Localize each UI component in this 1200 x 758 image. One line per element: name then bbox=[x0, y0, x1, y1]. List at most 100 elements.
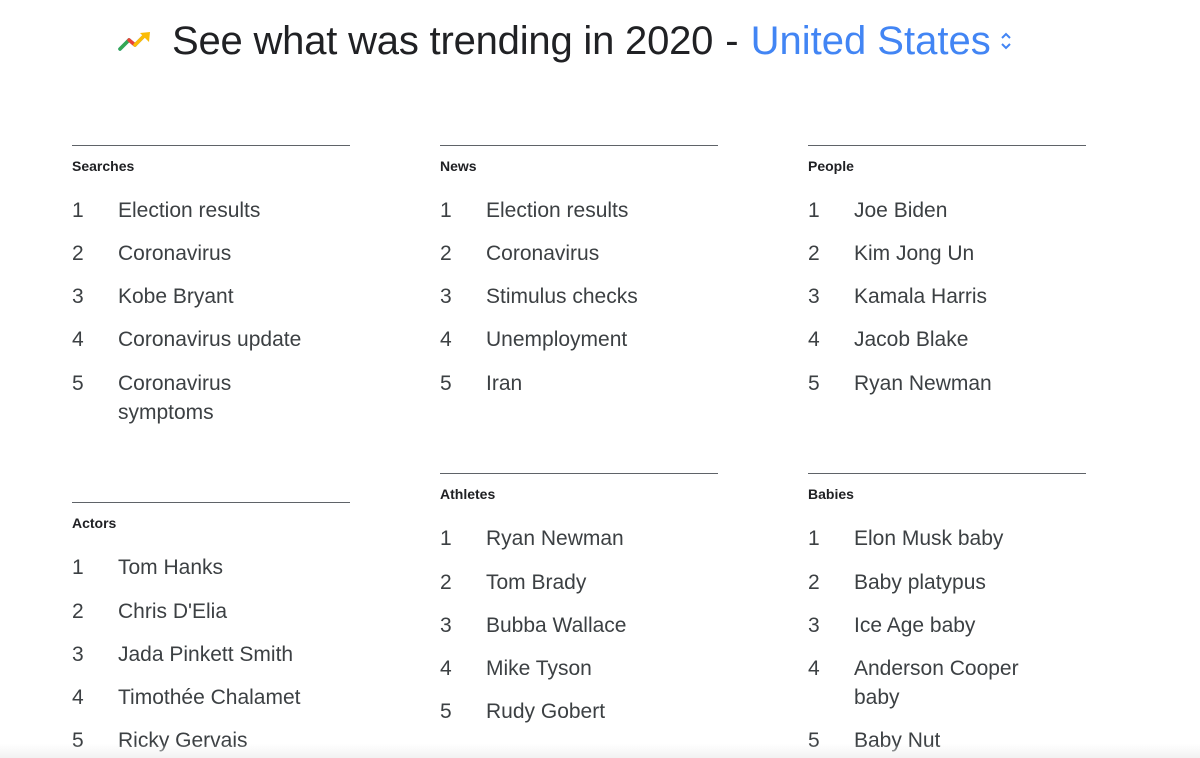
list-item[interactable]: 2 Kim Jong Un bbox=[808, 239, 1086, 282]
rank-number: 4 bbox=[440, 328, 452, 351]
rank-number: 1 bbox=[440, 527, 452, 550]
rank-number: 1 bbox=[808, 527, 820, 550]
rank-number: 3 bbox=[440, 614, 452, 637]
item-label: Tom Hanks bbox=[118, 556, 224, 579]
item-label: Ice Age baby bbox=[854, 614, 976, 637]
rank-number: 4 bbox=[808, 657, 820, 680]
list-item[interactable]: 3 Jada Pinkett Smith bbox=[72, 640, 350, 683]
list-item[interactable]: 3 Kamala Harris bbox=[808, 282, 1086, 325]
list-item[interactable]: 2 Tom Brady bbox=[440, 568, 718, 611]
page-title: See what was trending in 2020 bbox=[172, 18, 714, 63]
list-item[interactable]: 5 Baby Nut bbox=[808, 726, 1086, 755]
section-title: News bbox=[440, 158, 477, 174]
list-item[interactable]: 5 Ricky Gervais bbox=[72, 726, 350, 755]
title-separator: - bbox=[725, 18, 739, 63]
section-title: Babies bbox=[808, 486, 854, 502]
section-news: News 1 Election results 2 Coronavirus 3 Sti… bbox=[440, 145, 718, 398]
section-divider bbox=[72, 145, 350, 146]
list-item[interactable]: 2 Baby platypus bbox=[808, 568, 1086, 611]
list-item[interactable]: 1 Tom Hanks bbox=[72, 553, 350, 597]
list-item[interactable]: 1 Ryan Newman bbox=[440, 524, 718, 568]
list-item[interactable]: 1 Elon Musk baby bbox=[808, 524, 1086, 568]
rank-number: 2 bbox=[440, 571, 452, 594]
item-label: Iran bbox=[486, 372, 523, 395]
list-item[interactable]: 4 Anderson Cooper baby bbox=[808, 654, 1086, 726]
item-label: Timothée Chalamet bbox=[118, 686, 301, 709]
section-searches: Searches 1 Election results 2 Coronavirus … bbox=[72, 145, 350, 427]
rank-number: 4 bbox=[808, 328, 820, 351]
list-item[interactable]: 4 Coronavirus update bbox=[72, 325, 350, 369]
trending-up-icon bbox=[118, 32, 150, 51]
item-label: Ryan Newman bbox=[486, 527, 624, 550]
section-divider bbox=[440, 473, 718, 474]
item-label: Coronavirus update bbox=[118, 328, 302, 351]
section-title: People bbox=[808, 158, 854, 174]
list-item[interactable]: 5 Rudy Gobert bbox=[440, 697, 718, 726]
item-label: Baby Nut bbox=[854, 729, 941, 752]
list-item[interactable]: 4 Timothée Chalamet bbox=[72, 683, 350, 726]
item-label: Ryan Newman bbox=[854, 372, 992, 395]
rank-number: 2 bbox=[440, 242, 452, 265]
list-item[interactable]: 3 Bubba Wallace bbox=[440, 611, 718, 654]
list-item[interactable]: 2 Coronavirus bbox=[72, 239, 350, 282]
list-item[interactable]: 1 Election results bbox=[72, 196, 350, 239]
item-label: Baby platypus bbox=[854, 571, 986, 594]
section-people: People 1 Joe Biden 2 Kim Jong Un 3 Kamala H… bbox=[808, 145, 1086, 398]
item-label: Kim Jong Un bbox=[854, 242, 975, 265]
rank-number: 4 bbox=[72, 328, 84, 351]
list-item[interactable]: 4 Jacob Blake bbox=[808, 325, 1086, 369]
item-label: Election results bbox=[118, 199, 261, 222]
trend-list: 1 Tom Hanks 2 Chris D'Elia 3 Jada Pinkett S… bbox=[72, 553, 350, 755]
list-item[interactable]: 3 Ice Age baby bbox=[808, 611, 1086, 654]
item-label: Anderson Cooper baby bbox=[854, 657, 1019, 709]
rank-number: 4 bbox=[72, 686, 84, 709]
list-item[interactable]: 1 Election results bbox=[440, 196, 718, 239]
section-title: Athletes bbox=[440, 486, 496, 502]
list-item[interactable]: 2 Chris D'Elia bbox=[72, 597, 350, 640]
item-label: Tom Brady bbox=[486, 571, 587, 594]
rank-number: 2 bbox=[808, 242, 820, 265]
item-label: Jada Pinkett Smith bbox=[118, 643, 294, 666]
section-athletes: Athletes 1 Ryan Newman 2 Tom Brady 3 Bubba … bbox=[440, 473, 718, 726]
page-header: See what was trending in 2020 - United S… bbox=[118, 16, 1013, 66]
list-item[interactable]: 2 Coronavirus bbox=[440, 239, 718, 282]
up-down-chevron-icon bbox=[1000, 32, 1011, 50]
list-item[interactable]: 4 Mike Tyson bbox=[440, 654, 718, 697]
trend-list: 1 Joe Biden 2 Kim Jong Un 3 Kamala Harris 4… bbox=[808, 196, 1086, 398]
rank-number: 5 bbox=[808, 372, 820, 395]
item-label: Jacob Blake bbox=[854, 328, 969, 351]
item-label: Stimulus checks bbox=[486, 285, 638, 308]
region-selector[interactable]: United States bbox=[751, 19, 1013, 64]
item-label: Kamala Harris bbox=[854, 285, 988, 308]
item-label: Election results bbox=[486, 199, 629, 222]
section-divider bbox=[808, 145, 1086, 146]
item-label: Ricky Gervais bbox=[118, 729, 248, 752]
trend-list: 1 Elon Musk baby 2 Baby platypus 3 Ice Age … bbox=[808, 524, 1086, 755]
section-babies: Babies 1 Elon Musk baby 2 Baby platypus 3 I… bbox=[808, 473, 1086, 755]
item-label: Unemployment bbox=[486, 328, 628, 351]
section-divider bbox=[808, 473, 1086, 474]
rank-number: 5 bbox=[440, 700, 452, 723]
rank-number: 4 bbox=[440, 657, 452, 680]
list-item[interactable]: 4 Unemployment bbox=[440, 325, 718, 369]
section-actors: Actors 1 Tom Hanks 2 Chris D'Elia 3 Jada Pi… bbox=[72, 502, 350, 755]
list-item[interactable]: 5 Coronavirus symptoms bbox=[72, 369, 350, 427]
trend-list: 1 Election results 2 Coronavirus 3 Kobe Bry… bbox=[72, 196, 350, 427]
list-item[interactable]: 3 Stimulus checks bbox=[440, 282, 718, 325]
trend-list: 1 Ryan Newman 2 Tom Brady 3 Bubba Wallace 4… bbox=[440, 524, 718, 726]
rank-number: 5 bbox=[72, 729, 84, 752]
rank-number: 3 bbox=[808, 614, 820, 637]
rank-number: 3 bbox=[808, 285, 820, 308]
list-item[interactable]: 5 Ryan Newman bbox=[808, 369, 1086, 398]
item-label: Joe Biden bbox=[854, 199, 948, 222]
item-label: Coronavirus symptoms bbox=[118, 372, 232, 424]
rank-number: 5 bbox=[440, 372, 452, 395]
rank-number: 5 bbox=[72, 372, 84, 395]
list-item[interactable]: 3 Kobe Bryant bbox=[72, 282, 350, 325]
list-item[interactable]: 5 Iran bbox=[440, 369, 718, 398]
rank-number: 3 bbox=[440, 285, 452, 308]
item-label: Bubba Wallace bbox=[486, 614, 627, 637]
rank-number: 3 bbox=[72, 285, 84, 308]
item-label: Rudy Gobert bbox=[486, 700, 606, 723]
list-item[interactable]: 1 Joe Biden bbox=[808, 196, 1086, 239]
